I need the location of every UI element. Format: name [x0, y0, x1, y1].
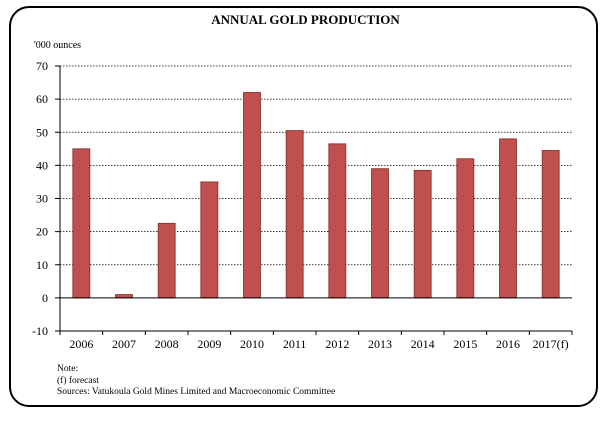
axes	[55, 65, 573, 335]
gridlines	[60, 65, 572, 266]
y-tick-label: 50	[36, 125, 48, 139]
y-axis-unit-label: '000 ounces	[34, 40, 82, 51]
y-tick-label: 10	[36, 258, 48, 272]
x-tick-label: 2015	[453, 337, 477, 351]
y-tick-label: -10	[32, 324, 48, 338]
y-tick-label: 70	[36, 59, 48, 73]
chart-notes: Note: (f) forecast Sources: Vatukoula Go…	[57, 364, 335, 399]
x-tick-label: 2016	[496, 337, 520, 351]
bar-2015	[456, 158, 475, 299]
bar-2006	[72, 148, 91, 299]
x-tick-labels: 2006 2007 2008 2009 2010 2011 2012 2013 2014 2015…	[69, 337, 568, 351]
bar-2012	[328, 143, 347, 299]
x-tick-label: 2012	[325, 337, 349, 351]
x-tick-label: 2013	[368, 337, 392, 351]
bar-2011	[285, 130, 304, 299]
y-tick-label: 30	[36, 192, 48, 206]
y-tick-label: 20	[36, 225, 48, 239]
chart-frame	[9, 6, 598, 407]
x-tick-label: 2017(f)	[533, 337, 569, 351]
note-forecast: (f) forecast	[57, 375, 99, 386]
x-tick-label: 2009	[197, 337, 221, 351]
chart-title: ANNUAL GOLD PRODUCTION	[211, 12, 400, 27]
bar-2013	[371, 168, 389, 299]
x-tick-label: 2008	[155, 337, 179, 351]
bar-2014	[413, 169, 432, 299]
bars	[72, 92, 560, 299]
bar-2010	[243, 92, 261, 299]
x-tick-label: 2014	[411, 337, 435, 351]
x-tick-label: 2011	[283, 337, 307, 351]
note-sources: Sources: Vatukoula Gold Mines Limited an…	[57, 387, 336, 397]
y-tick-label: 60	[36, 92, 48, 106]
x-tick-label: 2010	[240, 337, 264, 351]
x-tick-label: 2007	[112, 337, 136, 351]
bar-2017(f)	[541, 150, 560, 299]
bar-2008	[157, 222, 176, 299]
bar-2009	[200, 181, 219, 299]
note-heading: Note:	[57, 364, 79, 374]
y-tick-label: 0	[42, 291, 48, 305]
y-tick-label: 40	[36, 158, 48, 172]
y-tick-labels: -10 0 10 20 30 40 50 60 70	[32, 59, 48, 338]
bar-2016	[499, 138, 517, 299]
x-tick-label: 2006	[69, 337, 93, 351]
